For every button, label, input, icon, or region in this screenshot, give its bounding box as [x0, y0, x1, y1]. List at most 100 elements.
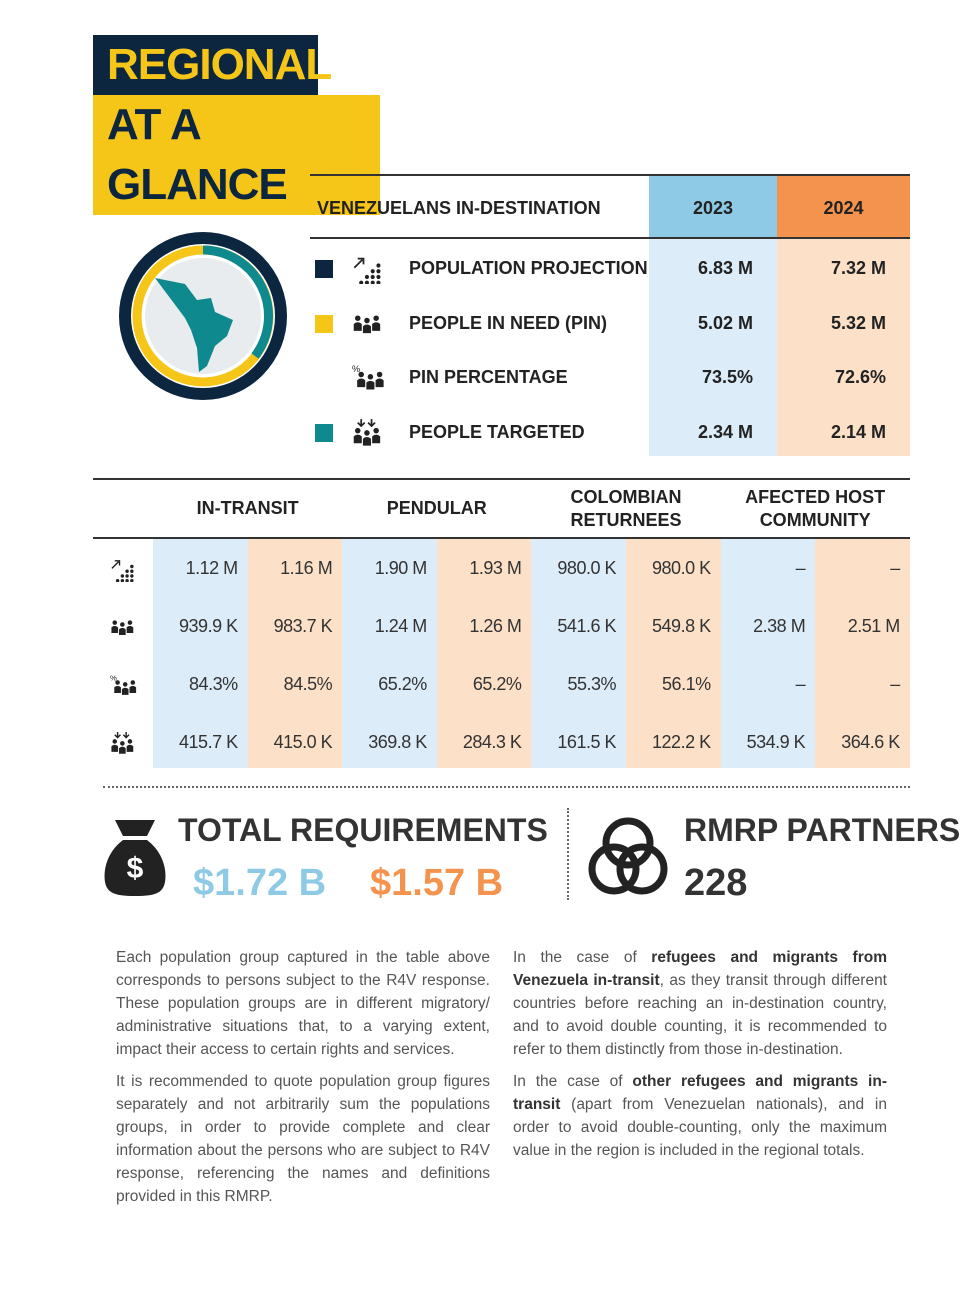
cell-value: – [795, 674, 806, 694]
title-line: AT A GLANCE [93, 95, 380, 215]
paragraph: It is recommended to quote population gr… [116, 1070, 490, 1208]
row-icon [110, 615, 139, 645]
cell-value: 980.0 K [557, 558, 616, 578]
cell-value: 1.26 M [469, 616, 522, 636]
text-run: In the case of [513, 949, 652, 966]
icon [353, 314, 381, 333]
cell-value: 1.90 M [374, 558, 428, 578]
cell-value: 534.9 K [746, 732, 806, 752]
col-bg [153, 539, 249, 768]
row-icon [352, 418, 387, 453]
group-header: COLOMBIAN RETURNEES [570, 486, 682, 530]
title-line: REGIONAL [93, 35, 332, 95]
row-value: 6.83 M [697, 258, 753, 278]
cell-value: 2.51 M [847, 616, 901, 636]
year-header: 2023 [692, 198, 734, 218]
row-icon [352, 254, 387, 289]
cell-value: 939.9 K [179, 616, 238, 636]
row-value: 73.5% [701, 367, 753, 387]
col-bg [626, 539, 722, 768]
text-run: other refugees and migrants in-transit [513, 1073, 887, 1113]
row-icon [110, 731, 139, 761]
col-bg [342, 539, 438, 768]
col-bg [436, 539, 532, 768]
requirements-title: TOTAL REQUIREMENTS [178, 812, 548, 848]
requirements-value: $1.72 B [193, 862, 327, 904]
cell-value: – [890, 674, 900, 694]
partners-value: 228 [684, 862, 748, 904]
col-bg [777, 176, 910, 237]
icon: % [352, 364, 384, 390]
group-header: PENDULAR [386, 498, 487, 518]
cell-value: 84.3% [189, 674, 238, 694]
row-value: 72.6% [834, 367, 886, 387]
legend-marker [315, 260, 333, 278]
icon [353, 257, 381, 285]
row-value: 7.32 M [830, 258, 886, 278]
text-run: refugees and migrants from Venezuela in-… [513, 949, 887, 989]
text-column: In the case of refugees and migrants fro… [513, 946, 887, 1171]
cell-value: 1.12 M [185, 558, 239, 578]
cell-value: 56.1% [662, 674, 711, 694]
table-header: VENEZUELANS IN-DESTINATION [317, 198, 601, 218]
cell-value: 364.6 K [841, 732, 900, 752]
svg-text:%: % [110, 674, 117, 683]
group-header: IN-TRANSIT [196, 498, 299, 518]
cell-value: 2.38 M [753, 616, 806, 636]
legend-marker [315, 423, 333, 442]
cell-value: 415.0 K [273, 732, 333, 752]
text-run: It is recommended to quote population gr… [116, 1073, 490, 1205]
cell-value: 1.16 M [280, 558, 333, 578]
svg-text:%: % [352, 364, 360, 374]
row-icon [110, 557, 139, 587]
cell-value: – [890, 558, 900, 578]
cell-value: 65.2% [378, 674, 427, 694]
paragraph: In the case of refugees and migrants fro… [513, 946, 887, 1061]
col-bg [247, 539, 343, 768]
cell-value: 983.7 K [273, 616, 333, 636]
col-bg [777, 239, 910, 456]
row-value: 5.02 M [697, 312, 753, 333]
cell-value: 980.0 K [652, 558, 711, 578]
row-icon [352, 309, 387, 344]
cell-value: 122.2 K [652, 732, 711, 752]
text-run: In the case of [513, 1073, 633, 1090]
icon: % [110, 674, 137, 695]
paragraph: Each population group captured in the ta… [116, 946, 490, 1061]
col-bg [815, 539, 911, 768]
text-run: , as they transit through different coun… [513, 972, 887, 1058]
row-icon: % [352, 363, 387, 398]
partners-icon [588, 817, 668, 895]
cell-value: 84.5% [283, 674, 333, 694]
cell-value: 541.6 K [557, 616, 616, 636]
map [155, 278, 233, 372]
table-rule [310, 237, 910, 239]
icon [111, 731, 134, 754]
ring [202, 245, 273, 359]
row-label: PEOPLE TARGETED [409, 421, 585, 442]
ring [119, 232, 287, 400]
row-icon: % [110, 673, 139, 703]
divider [103, 786, 910, 788]
row-value: 5.32 M [830, 312, 886, 333]
row-value: 2.34 M [697, 421, 753, 442]
table-rule [310, 174, 910, 176]
legend-marker [315, 314, 333, 333]
cell-value: 284.3 K [462, 732, 522, 752]
paragraph: In the case of other refugees and migran… [513, 1070, 887, 1162]
cell-value: 549.8 K [652, 616, 711, 636]
col-bg [531, 539, 627, 768]
row-label: PIN PERCENTAGE [409, 367, 568, 387]
group-header: AFECTED HOST COMMUNITY [745, 486, 886, 530]
icon [111, 620, 134, 635]
table-rule [93, 537, 910, 539]
icon [111, 560, 134, 583]
text-column: Each population group captured in the ta… [116, 946, 490, 1217]
table-rule [93, 478, 910, 480]
cell-value: 1.93 M [469, 558, 522, 578]
cell-value: 369.8 K [368, 732, 427, 752]
cell-value: 55.3% [567, 674, 616, 694]
cell-value: 65.2% [472, 674, 522, 694]
row-value: 2.14 M [830, 421, 886, 442]
